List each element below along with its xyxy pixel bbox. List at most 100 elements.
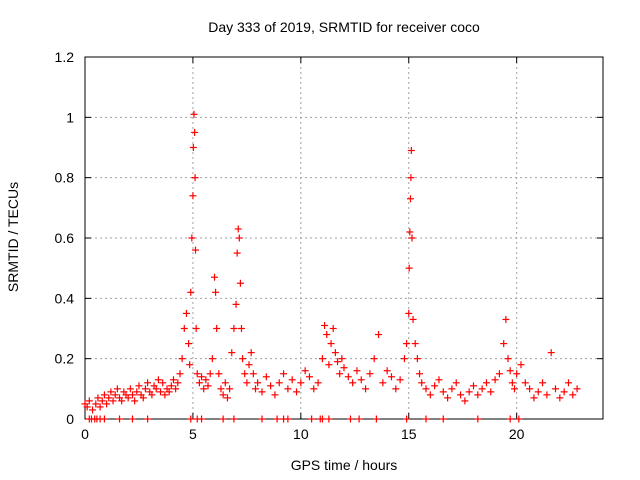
y-tick-label: 0.8: [55, 170, 75, 186]
data-point: [491, 376, 499, 384]
data-point: [174, 379, 182, 387]
data-point: [508, 379, 516, 387]
data-point: [552, 385, 560, 393]
data-point: [254, 379, 262, 387]
data-point: [230, 325, 238, 332]
data-point: [470, 382, 477, 390]
x-tick-label: 5: [189, 426, 197, 442]
data-point: [336, 370, 344, 378]
data-point: [506, 415, 514, 423]
data-point: [375, 331, 383, 339]
data-point: [439, 415, 447, 423]
axis-ticks: 0 0.2 0.4 0.6 0.8 1 1.2 0 5 10 15 20: [55, 49, 603, 442]
data-point: [534, 388, 542, 396]
data-point: [213, 325, 221, 332]
data-point: [144, 379, 152, 387]
data-point: [182, 309, 190, 317]
data-point: [305, 373, 313, 381]
data-point: [344, 373, 352, 381]
data-point: [258, 415, 266, 423]
data-point: [165, 388, 173, 396]
data-point: [495, 370, 503, 378]
data-point: [226, 385, 234, 393]
y-tick-label: 0: [66, 411, 74, 427]
x-tick-label: 0: [81, 426, 89, 442]
data-point: [452, 379, 460, 387]
data-point: [89, 406, 97, 414]
data-point: [405, 264, 413, 272]
data-point: [504, 355, 512, 363]
data-point: [217, 385, 225, 393]
data-point: [444, 394, 452, 402]
data-point: [192, 325, 200, 332]
data-point: [403, 340, 411, 348]
data-point: [511, 385, 519, 393]
data-point: [406, 228, 414, 236]
data-point: [314, 379, 322, 387]
data-point: [448, 385, 456, 393]
data-point: [521, 379, 529, 387]
data-point: [219, 391, 227, 399]
data-point: [212, 288, 220, 296]
data-point: [178, 355, 186, 363]
data-point: [135, 382, 143, 390]
data-point: [383, 367, 391, 375]
data-point: [487, 388, 495, 396]
y-tick-label: 0.6: [55, 230, 75, 246]
data-point: [372, 415, 380, 423]
data-point: [506, 367, 514, 375]
data-point: [362, 385, 370, 393]
data-point: [284, 385, 292, 393]
data-point: [329, 325, 337, 332]
data-point: [228, 349, 236, 357]
data-point: [280, 370, 288, 378]
data-point: [273, 415, 281, 423]
data-point: [547, 349, 555, 357]
data-point: [405, 309, 413, 317]
data-point: [215, 370, 223, 378]
data-point: [301, 367, 309, 375]
data-point: [107, 388, 115, 396]
data-point: [539, 379, 547, 387]
data-point: [206, 370, 214, 378]
data-point: [573, 385, 581, 393]
data-point: [465, 388, 473, 396]
x-axis-label: GPS time / hours: [291, 457, 398, 473]
data-point: [482, 379, 490, 387]
data-point: [187, 415, 195, 423]
data-point: [245, 361, 253, 369]
chart-title: Day 333 of 2019, SRMTID for receiver coc…: [208, 19, 480, 35]
data-point: [400, 355, 408, 363]
data-point: [154, 376, 162, 384]
data-point: [208, 355, 216, 363]
data-point: [223, 394, 231, 402]
data-point: [169, 376, 177, 384]
data-point: [185, 340, 193, 348]
data-point: [176, 370, 184, 378]
data-point: [323, 331, 331, 339]
data-point: [416, 370, 424, 378]
data-points: [81, 110, 581, 423]
data-point: [346, 415, 354, 423]
data-point: [237, 325, 245, 332]
data-point: [560, 388, 568, 396]
data-point: [188, 234, 196, 242]
y-tick-label: 1.2: [55, 49, 75, 65]
data-point: [189, 144, 197, 151]
y-axis-label: SRMTID / TECUs: [5, 182, 21, 292]
data-point: [247, 349, 255, 357]
data-point: [526, 385, 534, 393]
data-point: [126, 385, 134, 393]
data-point: [331, 349, 339, 357]
data-point: [180, 325, 188, 332]
data-point: [500, 340, 508, 348]
data-point: [308, 415, 316, 423]
data-point: [426, 391, 434, 399]
data-point: [118, 397, 126, 405]
data-point: [92, 400, 100, 408]
y-tick-label: 0.2: [55, 351, 75, 367]
data-point: [435, 376, 443, 384]
data-point: [327, 340, 335, 348]
data-point: [249, 370, 257, 378]
data-point: [569, 391, 577, 399]
